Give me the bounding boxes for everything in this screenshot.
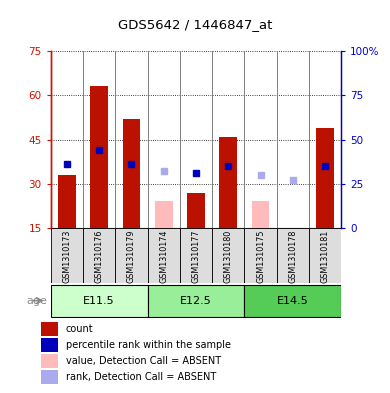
Text: count: count [66, 324, 94, 334]
Text: GSM1310179: GSM1310179 [127, 230, 136, 283]
Text: E12.5: E12.5 [180, 296, 212, 306]
Bar [147, 228, 180, 283]
Text: GSM1310175: GSM1310175 [256, 230, 265, 283]
Bar [41, 354, 58, 367]
Text: GSM1310180: GSM1310180 [224, 230, 233, 283]
Bar [41, 323, 58, 336]
Text: GSM1310173: GSM1310173 [62, 230, 71, 283]
Bar [58, 175, 76, 228]
Text: E11.5: E11.5 [83, 296, 115, 306]
Text: E14.5: E14.5 [277, 296, 309, 306]
Text: percentile rank within the sample: percentile rank within the sample [66, 340, 231, 350]
Text: GSM1310176: GSM1310176 [95, 230, 104, 283]
Bar [180, 228, 212, 283]
Text: rank, Detection Call = ABSENT: rank, Detection Call = ABSENT [66, 372, 216, 382]
Bar [220, 136, 237, 228]
Bar [51, 228, 83, 283]
Bar [277, 228, 309, 283]
Bar [147, 285, 245, 317]
Text: age: age [26, 296, 47, 306]
Bar [155, 201, 172, 228]
Bar [115, 228, 147, 283]
Text: GSM1310177: GSM1310177 [191, 230, 200, 283]
Bar [284, 228, 302, 231]
Bar [309, 228, 341, 283]
Text: value, Detection Call = ABSENT: value, Detection Call = ABSENT [66, 356, 221, 366]
Bar [122, 119, 140, 228]
Bar [51, 285, 147, 317]
Bar [252, 201, 269, 228]
Bar [212, 228, 245, 283]
Bar [245, 228, 277, 283]
Text: GDS5642 / 1446847_at: GDS5642 / 1446847_at [118, 18, 272, 31]
Bar [83, 228, 115, 283]
Text: GSM1310181: GSM1310181 [321, 230, 330, 283]
Bar [187, 193, 205, 228]
Bar [90, 86, 108, 228]
Bar [316, 128, 334, 228]
Bar [41, 338, 58, 352]
Bar [245, 285, 341, 317]
Text: GSM1310178: GSM1310178 [288, 230, 297, 283]
Text: GSM1310174: GSM1310174 [159, 230, 168, 283]
Bar [41, 371, 58, 384]
